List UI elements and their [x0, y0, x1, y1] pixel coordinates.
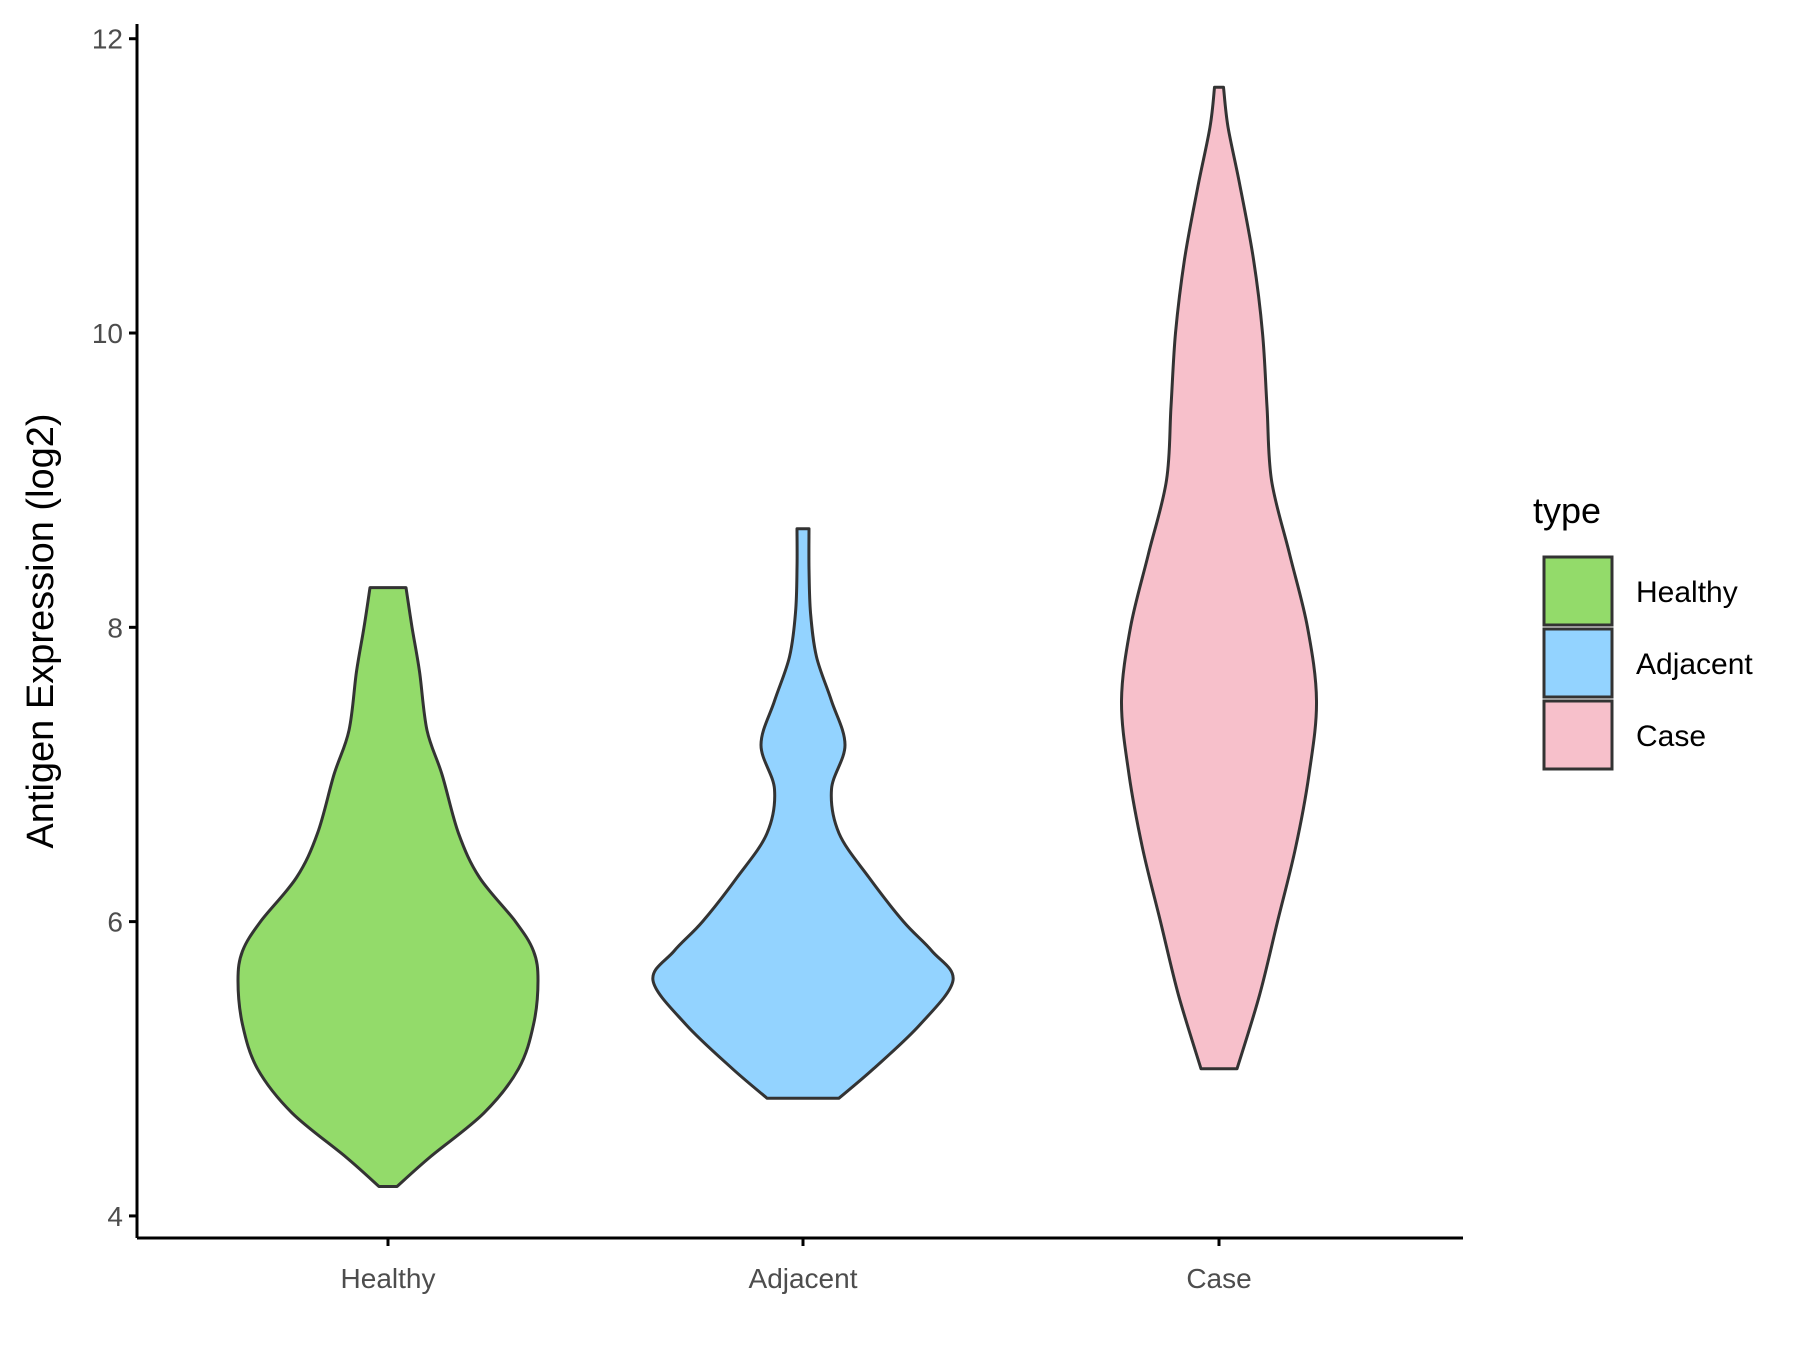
- legend: type Healthy Adjacent Case: [1533, 490, 1753, 771]
- y-tick-label: 10: [92, 318, 123, 349]
- legend-items: Healthy Adjacent Case: [1542, 555, 1753, 771]
- violin-adjacent: [651, 527, 955, 1100]
- x-tick-label: Case: [1186, 1263, 1251, 1294]
- legend-title: type: [1533, 490, 1601, 531]
- y-axis-title: Antigen Expression (log2): [20, 413, 62, 848]
- violin-case: [1119, 85, 1319, 1071]
- y-tick-label: 4: [107, 1201, 123, 1232]
- violins: [236, 85, 1319, 1188]
- legend-swatch-healthy: [1542, 555, 1614, 627]
- legend-swatch-case: [1542, 699, 1614, 771]
- legend-label-case: Case: [1636, 720, 1706, 753]
- y-tick-label: 6: [107, 907, 123, 938]
- y-tick-label: 8: [107, 612, 123, 643]
- legend-swatch-adjacent: [1542, 627, 1614, 699]
- y-ticks: 4 6 8 10 12: [92, 24, 137, 1232]
- x-ticks: Healthy Adjacent Case: [341, 1238, 1252, 1294]
- violin-healthy: [236, 586, 540, 1188]
- legend-label-healthy: Healthy: [1636, 576, 1738, 609]
- x-tick-label: Healthy: [341, 1263, 436, 1294]
- legend-label-adjacent: Adjacent: [1636, 648, 1753, 681]
- x-tick-label: Adjacent: [749, 1263, 858, 1294]
- y-tick-label: 12: [92, 24, 123, 55]
